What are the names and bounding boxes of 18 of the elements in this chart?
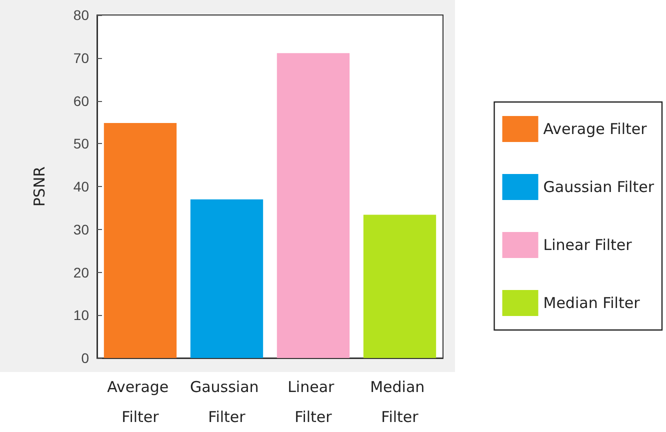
- y-tick-label: 10: [73, 307, 90, 324]
- y-tick-label: 20: [73, 264, 90, 280]
- y-tick-label: 60: [73, 92, 90, 109]
- x-tick-label: Gaussian Filter: [190, 378, 264, 426]
- y-tick-label: 0: [81, 350, 90, 366]
- y-tick-label: 50: [73, 136, 90, 152]
- x-tick-label: Linear Filter: [288, 378, 339, 426]
- y-tick-label: 30: [73, 221, 90, 238]
- legend-label: Median Filter: [543, 294, 641, 312]
- legend-label: Average Filter: [543, 120, 648, 138]
- x-tick-label: Average Filter: [107, 378, 174, 426]
- y-axis-title: PSNR: [30, 166, 48, 207]
- y-tick-label: 70: [73, 50, 90, 66]
- x-tick-label: Median Filter: [370, 378, 430, 426]
- legend-label: Linear Filter: [543, 236, 633, 254]
- legend-label: Gaussian Filter: [543, 178, 655, 196]
- y-tick-label: 80: [73, 7, 90, 23]
- y-tick-label: 40: [73, 178, 90, 194]
